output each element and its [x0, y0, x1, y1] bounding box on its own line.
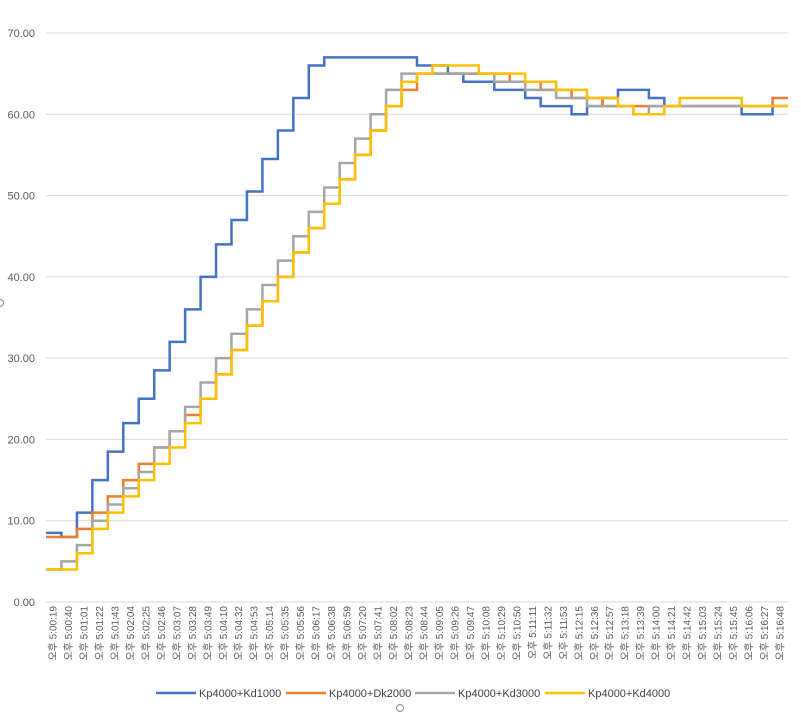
x-tick-label: 오후 5:06:59 — [341, 606, 353, 661]
x-tick-label: 오후 5:08:02 — [388, 606, 400, 661]
x-tick-label: 오후 5:02:25 — [140, 606, 152, 661]
x-tick-label: 오후 5:01:01 — [79, 606, 91, 661]
x-tick-label: 오후 5:08:23 — [403, 606, 415, 661]
x-tick-label: 오후 5:02:46 — [156, 606, 168, 661]
x-tick-label: 오후 5:10:08 — [481, 606, 493, 661]
x-tick-label: 오후 5:10:29 — [496, 606, 508, 661]
legend: Kp4000+Kd1000 Kp4000+Dk2000 Kp4000+Kd3000 K… — [156, 688, 670, 700]
x-tick-label: 오후 5:01:43 — [110, 606, 122, 661]
x-tick-label: 오후 5:15:24 — [712, 606, 724, 661]
x-tick-label: 오후 5:12:36 — [589, 606, 601, 661]
x-tick-label: 오후 5:10:50 — [511, 606, 523, 661]
y-tick-label: 10.00 — [7, 516, 35, 528]
x-tick-label: 오후 5:01:22 — [94, 606, 106, 661]
x-tick-label: 오후 5:14:21 — [666, 606, 678, 661]
gridlines — [46, 32, 788, 603]
y-tick-label: 40.00 — [7, 272, 35, 284]
y-tick-label: 30.00 — [7, 353, 35, 365]
x-tick-label: 오후 5:11:11 — [527, 606, 539, 659]
y-tick-label: 0.00 — [14, 597, 35, 609]
x-tick-label: 오후 5:00:40 — [63, 606, 75, 661]
x-tick-label: 오후 5:14:00 — [651, 606, 663, 661]
x-tick-label: 오후 5:16:27 — [759, 606, 771, 661]
x-tick-label: 오후 5:05:56 — [295, 606, 307, 661]
x-tick-label: 오후 5:06:38 — [326, 606, 338, 661]
series-line — [46, 64, 788, 571]
x-tick-label: 오후 5:11:32 — [542, 606, 554, 660]
series-line — [46, 72, 788, 539]
y-tick-label: 70.00 — [7, 28, 35, 40]
x-tick-label: 오후 5:11:53 — [558, 606, 570, 660]
x-tick-label: 오후 5:04:53 — [249, 606, 261, 661]
x-tick-label: 오후 5:12:57 — [604, 606, 616, 661]
resize-handle-bottom[interactable] — [396, 704, 404, 712]
x-tick-label: 오후 5:09:05 — [434, 606, 446, 661]
legend-label: Kp4000+Kd4000 — [588, 688, 670, 700]
x-tick-label: 오후 5:15:45 — [728, 606, 740, 661]
x-tick-label: 오후 5:04:32 — [233, 606, 245, 661]
x-tick-label: 오후 5:15:03 — [697, 606, 709, 661]
x-tick-label: 오후 5:03:49 — [202, 606, 214, 661]
x-tick-label: 오후 5:06:17 — [311, 606, 323, 661]
legend-label: Kp4000+Kd3000 — [458, 688, 540, 700]
x-tick-label: 오후 5:05:35 — [280, 606, 292, 661]
x-tick-label: 오후 5:00:19 — [48, 606, 60, 661]
x-tick-label: 오후 5:13:18 — [620, 606, 632, 661]
legend-label: Kp4000+Dk2000 — [329, 688, 411, 700]
x-tick-label: 오후 5:16:48 — [774, 606, 786, 661]
x-tick-label: 오후 5:02:04 — [125, 606, 137, 661]
series-line — [46, 56, 788, 539]
x-tick-label: 오후 5:14:42 — [682, 606, 694, 661]
legend-label: Kp4000+Kd1000 — [199, 688, 281, 700]
series-lines — [46, 56, 788, 571]
x-tick-label: 오후 5:16:06 — [743, 606, 755, 661]
x-tick-label: 오후 5:05:14 — [264, 606, 276, 661]
y-tick-label: 60.00 — [7, 109, 35, 121]
x-tick-label: 오후 5:09:47 — [465, 606, 477, 661]
y-tick-label: 20.00 — [7, 434, 35, 446]
x-tick-label: 오후 5:09:26 — [450, 606, 462, 661]
x-axis-ticks: 오후 5:00:19 오후 5:00:40 오후 5:01:01 오후 5:01:22… — [48, 606, 787, 661]
x-tick-label: 오후 5:07:20 — [357, 606, 369, 661]
x-tick-label: 오후 5:03:28 — [187, 606, 199, 661]
x-tick-label: 오후 5:04:10 — [218, 606, 230, 661]
x-tick-label: 오후 5:07:41 — [372, 606, 384, 661]
x-tick-label: 오후 5:03:07 — [171, 606, 183, 661]
y-axis-ticks: 0.00 10.00 20.00 30.00 40.00 50.00 60.00 70.00 — [7, 28, 35, 609]
x-tick-label: 오후 5:08:44 — [419, 606, 431, 661]
x-tick-label: 오후 5:13:39 — [635, 606, 647, 661]
x-tick-label: 오후 5:12:15 — [573, 606, 585, 661]
series-line — [46, 72, 788, 571]
y-tick-label: 50.00 — [7, 191, 35, 203]
